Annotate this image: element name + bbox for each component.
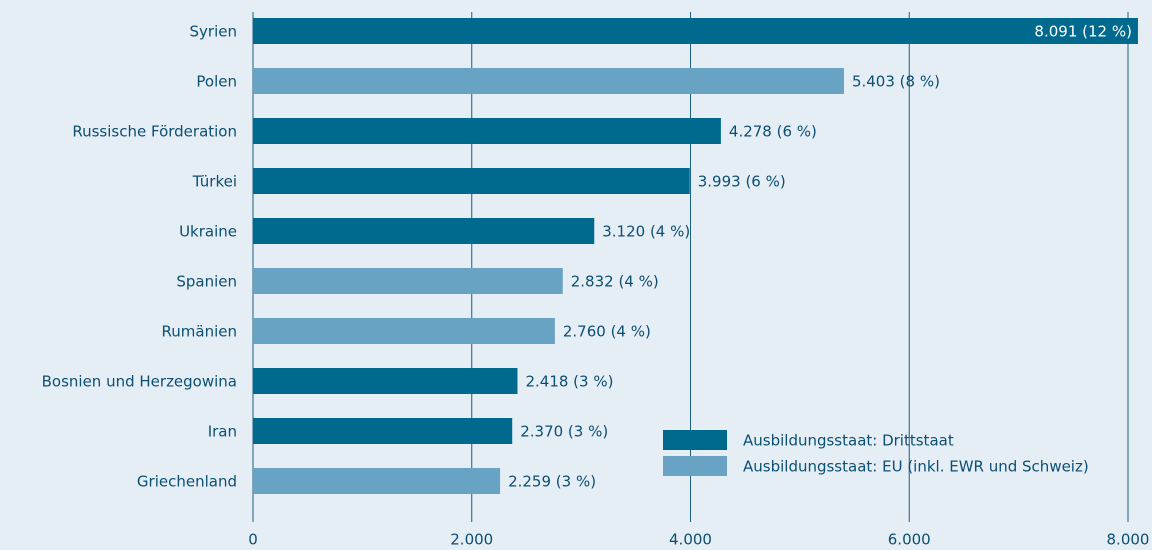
- value-label: 2.832 (4 %): [571, 273, 659, 291]
- x-tick-label: 6.000: [888, 531, 931, 549]
- bar: [253, 268, 563, 294]
- y-tick-label: Türkei: [192, 173, 237, 191]
- value-label: 5.403 (8 %): [852, 73, 940, 91]
- y-tick-label: Griechenland: [137, 473, 237, 491]
- y-tick-label: Rumänien: [162, 323, 237, 341]
- legend-swatch: [663, 430, 727, 450]
- bar: [253, 18, 1138, 44]
- x-tick-label: 4.000: [669, 531, 712, 549]
- y-tick-label: Iran: [208, 423, 237, 441]
- x-tick-label: 2.000: [450, 531, 493, 549]
- bar: [253, 218, 595, 244]
- y-tick-label: Polen: [196, 73, 237, 91]
- bar: [253, 118, 721, 144]
- bar: [253, 418, 513, 444]
- y-tick-label: Ukraine: [179, 223, 237, 241]
- legend-label: Ausbildungsstaat: Drittstaat: [743, 432, 954, 450]
- bar: [253, 468, 501, 494]
- y-tick-label: Bosnien und Herzegowina: [42, 373, 237, 391]
- y-tick-label: Syrien: [190, 23, 237, 41]
- x-tick-label: 8.000: [1107, 531, 1150, 549]
- value-label: 4.278 (6 %): [729, 123, 817, 141]
- value-label: 2.418 (3 %): [525, 373, 613, 391]
- y-tick-label: Russische Förderation: [72, 123, 237, 141]
- bar: [253, 368, 518, 394]
- value-label: 2.259 (3 %): [508, 473, 596, 491]
- bar: [253, 168, 690, 194]
- bar: [253, 68, 844, 94]
- value-label: 8.091 (12 %): [1034, 23, 1132, 41]
- value-label: 2.370 (3 %): [520, 423, 608, 441]
- value-label: 3.120 (4 %): [602, 223, 690, 241]
- legend-swatch: [663, 456, 727, 476]
- value-label: 2.760 (4 %): [563, 323, 651, 341]
- value-label: 3.993 (6 %): [698, 173, 786, 191]
- x-tick-label: 0: [248, 531, 258, 549]
- y-tick-label: Spanien: [176, 273, 237, 291]
- bar: [253, 318, 555, 344]
- legend-label: Ausbildungsstaat: EU (inkl. EWR und Schw…: [743, 458, 1089, 476]
